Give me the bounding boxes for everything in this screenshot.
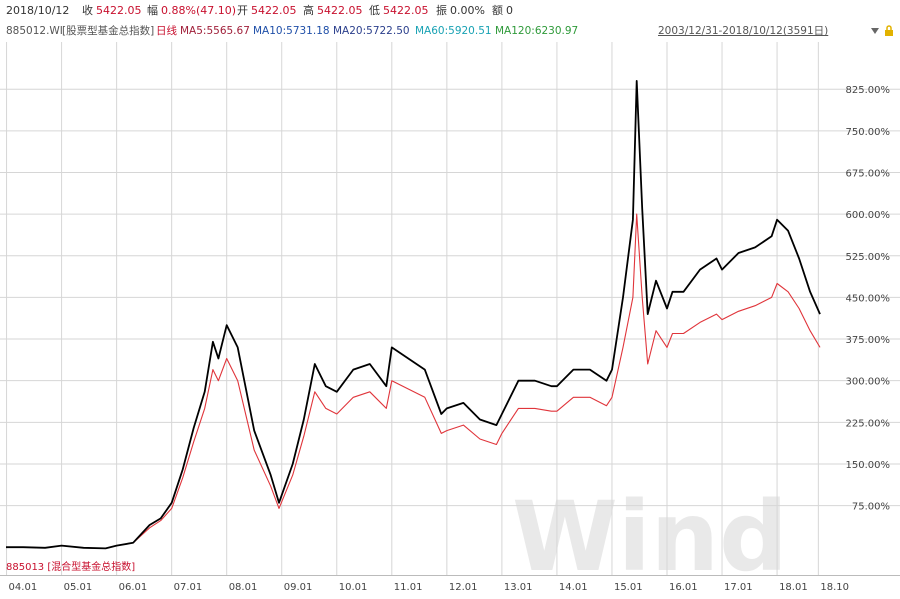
mixed-fund-index-line — [6, 213, 821, 549]
y-tick-label: 825.00% — [846, 85, 891, 96]
y-axis-tick-labels: 75.00% 150.00% 225.00% 300.00% 375.00% 450.00… — [846, 85, 891, 512]
amount-label: 额 — [492, 4, 503, 17]
y-tick-label: 375.00% — [846, 335, 891, 346]
x-axis-tick-labels: 04.01 05.01 06.01 07.01 08.01 09.01 10.01 11.01… — [9, 582, 849, 593]
y-tick-label: 675.00% — [846, 168, 891, 179]
open-value: 5422.05 — [251, 4, 297, 17]
x-axis-line — [0, 575, 900, 576]
y-tick-label: 450.00% — [846, 293, 891, 304]
x-tick-label: 10.01 — [339, 582, 368, 593]
x-tick-label: 07.01 — [174, 582, 203, 593]
x-tick-label: 09.01 — [284, 582, 313, 593]
grid-lines — [0, 42, 900, 575]
change-value: 0.88%(47.10) — [161, 4, 237, 17]
x-tick-label: 13.01 — [504, 582, 533, 593]
y-tick-label: 75.00% — [852, 502, 890, 513]
y-tick-label: 750.00% — [846, 127, 891, 138]
amount-value: 0 — [506, 4, 513, 17]
x-tick-label: 11.01 — [394, 582, 423, 593]
x-tick-label: 05.01 — [64, 582, 93, 593]
x-tick-label: 18.10 — [820, 582, 849, 593]
ma120-value: MA120:6230.97 — [495, 25, 579, 37]
x-tick-label: 15.01 — [614, 582, 643, 593]
x-tick-label: 16.01 — [669, 582, 698, 593]
change-label: 幅 — [147, 4, 158, 17]
high-value: 5422.05 — [317, 4, 363, 17]
lock-icon[interactable] — [882, 24, 896, 38]
x-tick-label: 14.01 — [559, 582, 588, 593]
close-label: 收 — [82, 4, 93, 17]
x-tick-label: 17.01 — [724, 582, 753, 593]
quote-date: 2018/10/12 — [6, 4, 70, 17]
y-tick-label: 300.00% — [846, 377, 891, 388]
quote-header: 2018/10/12 收 5422.05 幅 0.88%(47.10) 开 54… — [0, 0, 900, 22]
ma20-value: MA20:5722.50 — [333, 25, 410, 37]
ma60-value: MA60:5920.51 — [415, 25, 492, 37]
index-name: [股票型基金总指数] — [62, 25, 155, 37]
series-lines — [6, 80, 821, 550]
low-value: 5422.05 — [383, 4, 429, 17]
y-tick-label: 225.00% — [846, 418, 891, 429]
y-tick-label: 150.00% — [846, 460, 891, 471]
date-range[interactable]: 2003/12/31-2018/10/12(3591日) — [658, 25, 829, 37]
low-label: 低 — [369, 4, 380, 17]
amplitude-label: 振 — [436, 4, 447, 17]
ma10-value: MA10:5731.18 — [253, 25, 330, 37]
x-tick-label: 18.01 — [779, 582, 808, 593]
index-code: 885012.WI — [6, 25, 63, 37]
x-tick-label: 06.01 — [119, 582, 148, 593]
high-label: 高 — [303, 4, 314, 17]
settings-dropdown-icon[interactable] — [868, 24, 882, 38]
y-tick-label: 600.00% — [846, 210, 891, 221]
x-tick-label: 08.01 — [229, 582, 258, 593]
ma5-value: MA5:5565.67 — [180, 25, 250, 37]
amplitude-value: 0.00% — [450, 4, 485, 17]
period-label[interactable]: 日线 — [156, 25, 177, 37]
stock-fund-index-line — [6, 80, 821, 550]
y-tick-label: 525.00% — [846, 252, 891, 263]
lower-series-label: 885013 [混合型基金总指数] — [6, 560, 135, 573]
x-tick-label: 12.01 — [449, 582, 478, 593]
open-label: 开 — [237, 4, 248, 17]
indicator-legend-bar: 885012.WI [股票型基金总指数] 日线 MA5:5565.67 MA10… — [0, 22, 900, 42]
close-value: 5422.05 — [96, 4, 142, 17]
wind-watermark: Wind — [512, 481, 788, 593]
x-tick-label: 04.01 — [9, 582, 38, 593]
